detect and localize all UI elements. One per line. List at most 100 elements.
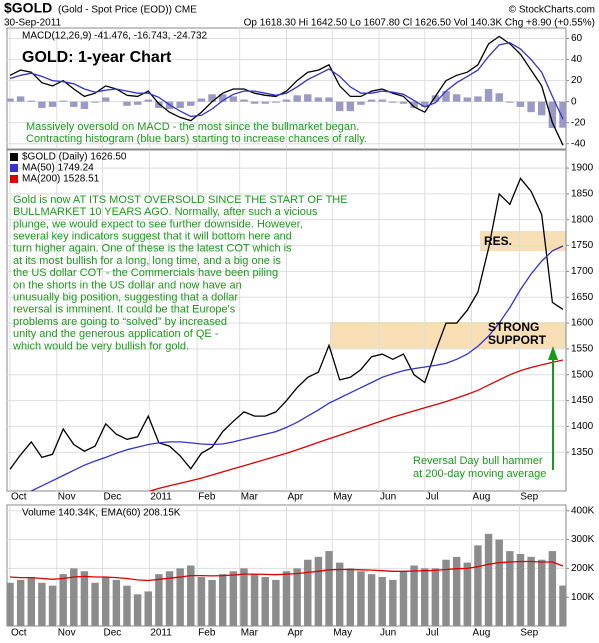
x-tick-label: Jun (380, 492, 396, 503)
bar (80, 571, 89, 626)
y-tick-label: 1700 (571, 266, 594, 277)
x-tick-label: 2011 (150, 492, 172, 503)
bar (516, 101, 525, 107)
x-tick-label: May (333, 492, 352, 503)
bar (335, 562, 344, 626)
y-tick-label: 1650 (571, 292, 594, 303)
x-tick-label: Sep (520, 492, 538, 503)
bar (165, 571, 174, 626)
bar (155, 574, 163, 626)
bar (516, 553, 525, 626)
bar (442, 91, 450, 102)
bar (7, 98, 14, 102)
annotation: Gold is now AT ITS MOST OVERSOLD SINCE T… (13, 194, 348, 206)
annotation: Contracting histogram (blue bars) starti… (26, 133, 367, 145)
bar (229, 96, 238, 102)
bar (410, 101, 418, 108)
symbol: $GOLD (4, 0, 52, 16)
y-tick-label: 400K (571, 505, 595, 516)
bar (346, 568, 355, 626)
bar (282, 571, 291, 626)
bar (16, 96, 25, 102)
y-tick-label: 300K (571, 534, 595, 545)
bar (218, 94, 227, 102)
quote: Op 1618.30 Hi 1642.50 Lo 1607.80 Cl 1626… (244, 18, 595, 29)
bar (240, 99, 248, 102)
bar (70, 101, 78, 107)
bar (293, 95, 301, 102)
bar (38, 582, 46, 626)
y-tick-label: 1450 (571, 395, 594, 406)
y-tick-label: 100K (571, 592, 595, 603)
annotation: at its most bullish for a long, long tim… (13, 255, 281, 267)
bar (314, 556, 323, 626)
bar (144, 99, 152, 102)
bar (463, 97, 472, 102)
bar (112, 579, 121, 626)
bar (474, 545, 482, 626)
bar (123, 585, 131, 626)
x-tick-label: Mar (241, 628, 259, 639)
bar (38, 101, 46, 108)
x-tick-label: Oct (11, 628, 27, 639)
bar (463, 562, 472, 626)
y-tick-label: 1750 (571, 240, 594, 251)
y-tick-label: 1550 (571, 344, 594, 355)
bar (101, 577, 110, 626)
annotation: plunge, we would expect to see further d… (13, 218, 303, 230)
y-tick-label: 40 (571, 54, 583, 65)
bar (484, 533, 493, 626)
bar (218, 574, 227, 626)
x-tick-label: Dec (104, 628, 122, 639)
x-tick-label: Apr (288, 492, 304, 503)
bar (378, 577, 386, 626)
bar (197, 98, 206, 102)
x-tick-label: Jun (380, 628, 396, 639)
bar (378, 99, 386, 102)
bar (452, 94, 461, 102)
x-tick-label: Nov (58, 628, 76, 639)
x-tick-label: May (333, 628, 352, 639)
bar (7, 582, 14, 626)
y-tick-label: 1350 (571, 447, 594, 458)
bar (59, 100, 67, 102)
panel-plot (7, 150, 566, 491)
bar (282, 99, 291, 102)
y-tick-label: -40 (571, 138, 586, 149)
bar (548, 551, 557, 626)
bar (484, 89, 493, 102)
bar (495, 539, 503, 626)
annotation: which would be very bullish for gold. (12, 340, 189, 352)
bar (155, 101, 163, 108)
bar (250, 574, 259, 626)
bar (91, 582, 99, 626)
y-tick-label: 1900 (571, 163, 594, 174)
x-tick-label: Dec (104, 492, 122, 503)
bar (208, 579, 216, 626)
bar (559, 585, 566, 626)
bar (389, 579, 397, 626)
legend: $GOLD (Daily) 1626.50 (22, 152, 127, 163)
bar (261, 101, 269, 104)
annotation: unusually big position, suggesting that … (13, 292, 238, 304)
bar (325, 551, 333, 626)
x-tick-label: 2011 (150, 628, 172, 639)
bar (431, 95, 440, 102)
bar (410, 565, 418, 626)
bar (59, 574, 67, 626)
line (9, 177, 564, 470)
legend: MA(50) 1749.24 (22, 163, 94, 174)
panel-plot (7, 505, 566, 626)
y-tick-label: 200K (571, 563, 595, 574)
bar (208, 94, 216, 102)
annotation: reversal is imminent. It could be that E… (13, 304, 236, 316)
bar (538, 101, 546, 116)
bar (346, 101, 355, 112)
bar (144, 591, 152, 626)
line (9, 35, 564, 146)
bar (176, 568, 184, 626)
bar (176, 101, 184, 108)
panel-plot (7, 28, 566, 149)
bar (474, 96, 482, 102)
